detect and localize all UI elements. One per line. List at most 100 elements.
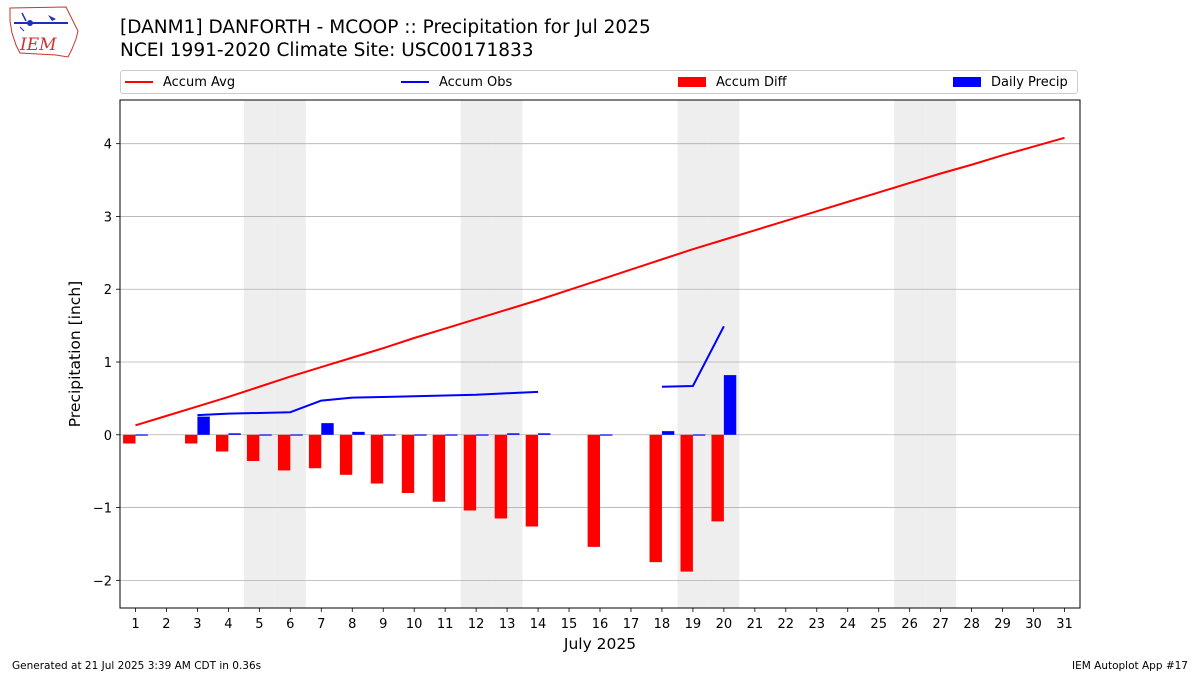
iem-logo: IEM — [6, 5, 80, 63]
legend-item-daily-precip: Daily Precip — [953, 71, 1068, 93]
y-tick-label: −1 — [93, 502, 112, 517]
x-tick-label: 22 — [778, 617, 795, 632]
x-tick-label: 18 — [654, 617, 671, 632]
daily-precip-bar-12 — [476, 434, 489, 436]
legend-label-accum-avg: Accum Avg — [163, 74, 236, 90]
daily-precip-bar-19 — [692, 434, 706, 436]
x-tick-label: 2 — [162, 617, 170, 632]
daily-precip-bar-11 — [445, 434, 458, 436]
accum-obs-line — [661, 325, 725, 388]
accum-diff-bar-18 — [649, 434, 662, 563]
chart-title: [DANM1] DANFORTH - MCOOP :: Precipitatio… — [120, 17, 651, 38]
legend-label-accum-diff: Accum Diff — [716, 74, 787, 90]
x-tick-label: 28 — [963, 617, 980, 632]
weekend-band — [274, 100, 306, 608]
daily-precip-bar-18 — [661, 431, 675, 435]
x-tick-label: 7 — [317, 617, 325, 632]
accum-diff-bar-1 — [123, 434, 136, 444]
weekend-band — [491, 100, 523, 608]
y-tick-label: 1 — [104, 356, 112, 371]
x-tick-label: 10 — [406, 617, 423, 632]
y-tick-label: 2 — [104, 283, 112, 298]
y-tick-label: 4 — [104, 138, 112, 153]
legend-item-accum-diff: Accum Diff — [678, 71, 787, 93]
accum-obs-line — [197, 390, 539, 417]
daily-precip-bar-8 — [352, 431, 365, 435]
accum-diff-bar-4 — [216, 434, 229, 452]
legend-label-accum-obs: Accum Obs — [439, 74, 513, 90]
x-axis-label: July 2025 — [563, 635, 636, 653]
logo-text: IEM — [19, 35, 57, 55]
x-tick-label: 6 — [286, 617, 294, 632]
y-tick-label: 0 — [104, 429, 112, 444]
legend-item-accum-obs: Accum Obs — [401, 71, 512, 93]
daily-precip-bar-20 — [723, 375, 737, 435]
daily-precip-bar-7 — [321, 423, 334, 435]
footer-generated: Generated at 21 Jul 2025 3:39 AM CDT in … — [12, 660, 262, 672]
accum-diff-bar-3 — [185, 434, 198, 444]
weekend-band — [894, 100, 926, 608]
x-tick-label: 16 — [592, 617, 609, 632]
x-tick-label: 11 — [437, 617, 454, 632]
chart-subtitle: NCEI 1991-2020 Climate Site: USC00171833 — [120, 40, 534, 61]
daily-precip-bar-13 — [507, 433, 520, 435]
legend-swatch-accum-diff — [678, 77, 706, 87]
accum-diff-bar-19 — [680, 434, 693, 572]
legend: Accum Avg Accum Obs Accum Diff Daily Pre… — [120, 70, 1078, 94]
accum-diff-bar-12 — [463, 434, 477, 511]
x-tick-label: 29 — [994, 617, 1011, 632]
x-tick-label: 12 — [468, 617, 485, 632]
legend-swatch-accum-obs — [401, 81, 429, 83]
x-tick-label: 13 — [499, 617, 516, 632]
footer-app-id: IEM Autoplot App #17 — [1072, 660, 1188, 672]
x-tick-label: 31 — [1056, 617, 1073, 632]
daily-precip-bar-4 — [228, 433, 241, 435]
x-tick-label: 5 — [255, 617, 263, 632]
x-tick-label: 26 — [901, 617, 918, 632]
accum-diff-bar-7 — [308, 434, 322, 469]
x-tick-label: 14 — [530, 617, 547, 632]
x-tick-label: 4 — [224, 617, 232, 632]
daily-precip-bar-6 — [290, 434, 303, 436]
x-tick-label: 25 — [870, 617, 887, 632]
accum-diff-bar-14 — [525, 434, 539, 527]
accum-avg-line — [135, 136, 1065, 427]
accum-diff-bar-8 — [339, 434, 353, 475]
weekend-band — [708, 100, 740, 608]
daily-precip-bar-16 — [600, 434, 613, 436]
legend-item-accum-avg: Accum Avg — [125, 71, 235, 93]
x-tick-label: 9 — [379, 617, 387, 632]
x-tick-label: 23 — [809, 617, 826, 632]
x-tick-label: 24 — [839, 617, 856, 632]
legend-swatch-daily-precip — [953, 77, 981, 87]
x-tick-label: 8 — [348, 617, 356, 632]
x-tick-label: 30 — [1025, 617, 1042, 632]
legend-swatch-accum-avg — [125, 81, 153, 83]
daily-precip-bar-14 — [538, 433, 551, 435]
x-tick-label: 3 — [193, 617, 201, 632]
accum-diff-bar-13 — [494, 434, 508, 519]
weekend-band — [460, 100, 492, 608]
y-axis-label: Precipitation [inch] — [66, 281, 84, 427]
accum-diff-bar-10 — [401, 434, 415, 494]
accum-diff-bar-9 — [370, 434, 384, 484]
accum-diff-bar-11 — [432, 434, 446, 502]
weekend-band — [925, 100, 957, 608]
x-tick-label: 15 — [561, 617, 578, 632]
x-tick-label: 19 — [685, 617, 702, 632]
daily-precip-bar-10 — [414, 434, 427, 436]
x-tick-label: 1 — [131, 617, 139, 632]
x-tick-label: 21 — [747, 617, 764, 632]
accum-diff-bar-6 — [277, 434, 291, 471]
daily-precip-bar-9 — [383, 434, 396, 436]
daily-precip-bar-1 — [135, 434, 148, 436]
accum-diff-bar-16 — [587, 434, 600, 547]
y-tick-label: 3 — [104, 210, 112, 225]
weekend-band — [243, 100, 275, 608]
daily-precip-bar-5 — [259, 434, 272, 436]
x-tick-label: 27 — [932, 617, 949, 632]
accum-diff-bar-5 — [246, 434, 260, 461]
x-tick-label: 17 — [623, 617, 640, 632]
daily-precip-bar-3 — [197, 416, 210, 435]
